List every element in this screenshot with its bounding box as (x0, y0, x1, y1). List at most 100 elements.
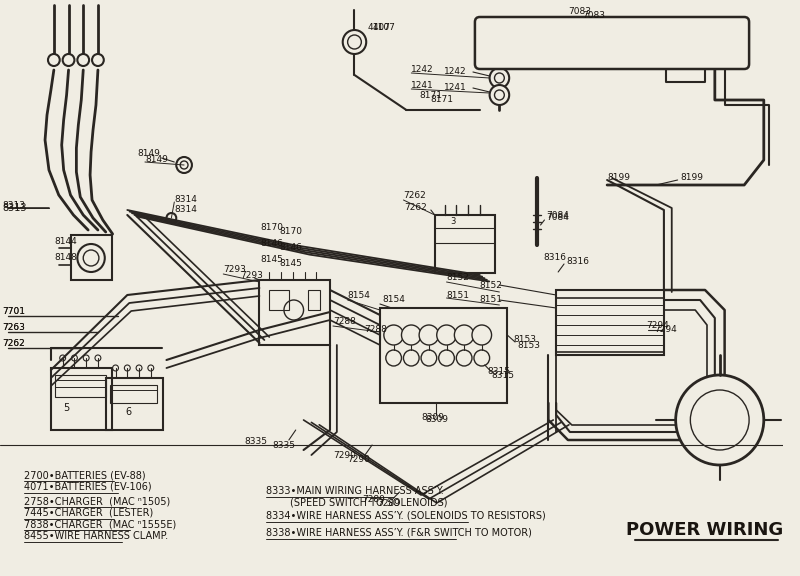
Circle shape (419, 325, 438, 345)
Text: 7084: 7084 (546, 214, 570, 222)
Text: 8149: 8149 (145, 156, 168, 165)
Text: 8145: 8145 (279, 260, 302, 268)
Text: 7084: 7084 (546, 210, 570, 219)
Text: POWER WIRING: POWER WIRING (626, 521, 784, 539)
Text: 1242: 1242 (443, 67, 466, 77)
Text: 7701: 7701 (2, 308, 25, 316)
Text: 7289: 7289 (362, 495, 385, 505)
Text: 7262: 7262 (2, 339, 25, 348)
Text: 7083: 7083 (568, 7, 591, 17)
Circle shape (176, 157, 192, 173)
Text: 8148: 8148 (55, 253, 78, 263)
Text: 7288: 7288 (364, 325, 387, 335)
Text: 8152: 8152 (480, 281, 502, 290)
Text: 8144: 8144 (55, 237, 78, 247)
Text: 8153: 8153 (513, 335, 536, 344)
Text: 7262: 7262 (2, 339, 25, 348)
Text: 5: 5 (64, 403, 70, 413)
Text: 8153: 8153 (517, 340, 540, 350)
Text: 4107: 4107 (367, 24, 390, 32)
Bar (270, 290, 289, 310)
Circle shape (456, 350, 472, 366)
Text: 8170: 8170 (279, 228, 302, 237)
Text: 8313: 8313 (2, 202, 25, 210)
Text: 3: 3 (450, 218, 456, 226)
Circle shape (62, 54, 74, 66)
Text: 8146: 8146 (279, 244, 302, 252)
Circle shape (384, 325, 403, 345)
Text: 8333•MAIN WIRING HARNESS ASS’Y.: 8333•MAIN WIRING HARNESS ASS’Y. (266, 486, 444, 496)
Circle shape (402, 325, 421, 345)
Text: 8314: 8314 (174, 195, 197, 204)
Bar (259, 280, 330, 345)
Circle shape (438, 350, 454, 366)
Text: 2700•BATTERIES (EV-88): 2700•BATTERIES (EV-88) (23, 470, 145, 480)
Circle shape (454, 325, 474, 345)
Text: 8334•WIRE HARNESS ASS’Y. (SOLENOIDS TO RESISTORS): 8334•WIRE HARNESS ASS’Y. (SOLENOIDS TO R… (266, 510, 546, 521)
FancyBboxPatch shape (475, 17, 749, 69)
Text: 8335: 8335 (272, 441, 295, 449)
Text: 8145: 8145 (261, 256, 283, 264)
Text: 8199: 8199 (681, 173, 703, 183)
Text: 8315: 8315 (488, 367, 510, 377)
Circle shape (342, 30, 366, 54)
Text: 8149: 8149 (137, 150, 160, 158)
Bar (106, 378, 162, 430)
Text: 8335: 8335 (245, 438, 268, 446)
Text: 8314: 8314 (174, 206, 197, 214)
Text: 8338•WIRE HARNESS ASS’Y. (F&R SWITCH TO MOTOR): 8338•WIRE HARNESS ASS’Y. (F&R SWITCH TO … (266, 528, 532, 538)
Bar (380, 308, 507, 403)
Text: 8199: 8199 (607, 173, 630, 183)
Text: 8151: 8151 (446, 290, 470, 300)
Circle shape (437, 325, 456, 345)
Text: 8316: 8316 (543, 253, 566, 263)
Circle shape (92, 54, 104, 66)
Circle shape (403, 350, 419, 366)
Text: 2758•CHARGER  (MAC ⁿ1505): 2758•CHARGER (MAC ⁿ1505) (23, 496, 170, 506)
Text: 7290: 7290 (333, 450, 356, 460)
Text: 1241: 1241 (411, 81, 434, 90)
Text: 8146: 8146 (261, 240, 283, 248)
Circle shape (490, 68, 509, 88)
Bar (110, 385, 157, 403)
Text: 8313: 8313 (2, 203, 26, 213)
Bar (309, 290, 320, 310)
Text: 7262: 7262 (405, 203, 427, 213)
Circle shape (83, 250, 99, 266)
Circle shape (48, 54, 60, 66)
Text: 8151: 8151 (480, 295, 503, 305)
Circle shape (676, 375, 764, 465)
Text: 7445•CHARGER  (LESTER): 7445•CHARGER (LESTER) (23, 507, 153, 518)
Text: 8309: 8309 (421, 414, 444, 423)
Text: 1242: 1242 (411, 66, 434, 74)
Text: 7838•CHARGER  (MAC ⁿ1555E): 7838•CHARGER (MAC ⁿ1555E) (23, 519, 176, 529)
Text: 4107: 4107 (372, 24, 395, 32)
Circle shape (421, 350, 437, 366)
Text: 4071•BATTERIES (EV-106): 4071•BATTERIES (EV-106) (23, 482, 151, 492)
Text: 7083: 7083 (582, 10, 606, 20)
Text: 8309: 8309 (425, 415, 448, 425)
Text: 7293: 7293 (223, 266, 246, 275)
Circle shape (690, 390, 749, 450)
Text: 7263: 7263 (2, 324, 25, 332)
Text: (SPEED SWITCH TO SOLENOIDS): (SPEED SWITCH TO SOLENOIDS) (290, 497, 447, 507)
Text: 8315: 8315 (491, 370, 514, 380)
Text: 1241: 1241 (443, 84, 466, 93)
Text: 7294: 7294 (654, 325, 677, 335)
Circle shape (386, 350, 402, 366)
Circle shape (474, 350, 490, 366)
Text: 7262: 7262 (403, 191, 426, 200)
Text: 8171: 8171 (431, 96, 454, 104)
Bar (70, 235, 112, 280)
Text: 7290: 7290 (348, 456, 370, 464)
Text: 8171: 8171 (419, 90, 442, 100)
Text: 8170: 8170 (261, 223, 283, 233)
Bar (490, 30, 734, 56)
Bar (434, 215, 495, 273)
Text: 6: 6 (126, 407, 131, 417)
Circle shape (472, 325, 491, 345)
Circle shape (490, 85, 509, 105)
Text: 7294: 7294 (646, 320, 669, 329)
Text: 8154: 8154 (382, 295, 405, 305)
Bar (51, 368, 112, 430)
